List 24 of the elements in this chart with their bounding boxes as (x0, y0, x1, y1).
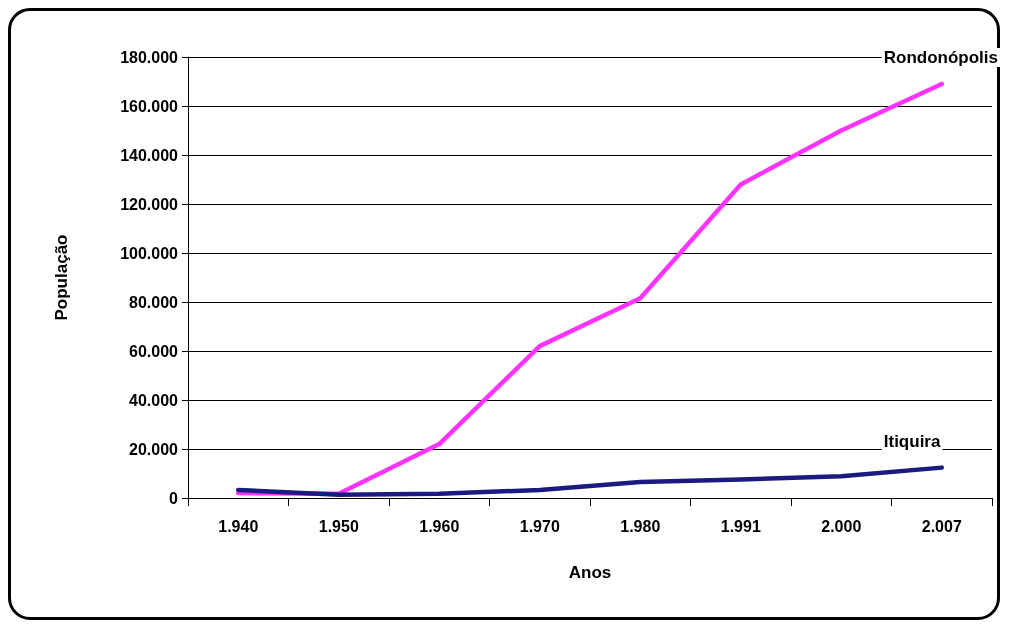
x-tick-label: 1.980 (620, 517, 661, 535)
x-tick-label: 1.991 (720, 517, 761, 535)
y-tick-label: 80.000 (129, 293, 179, 311)
y-tick-label: 120.000 (120, 195, 179, 213)
line-series (236, 81, 944, 497)
series-label: Rondonópolis (883, 47, 999, 67)
y-tick-label: 160.000 (120, 97, 179, 115)
y-tick-label: 140.000 (120, 146, 179, 164)
y-tick-label: 180.000 (120, 48, 179, 66)
y-axis-title: População (52, 234, 71, 321)
x-tick-label: 1.970 (519, 517, 560, 535)
x-axis-title: Anos (568, 563, 612, 582)
series-label: Itiquira (883, 431, 941, 451)
y-tick-label: 0 (169, 489, 179, 507)
x-tick-label: 2.000 (821, 517, 862, 535)
y-tick-label: 60.000 (129, 342, 179, 360)
x-tick-label: 1.940 (218, 517, 259, 535)
x-tick-label: 1.950 (318, 517, 359, 535)
y-tick-label: 20.000 (129, 440, 179, 458)
x-tick-label: 1.960 (419, 517, 460, 535)
x-tick-label: 2.007 (921, 517, 962, 535)
y-tick-label: 100.000 (120, 244, 179, 262)
y-tick-label: 40.000 (129, 391, 179, 409)
line-series (236, 465, 944, 498)
